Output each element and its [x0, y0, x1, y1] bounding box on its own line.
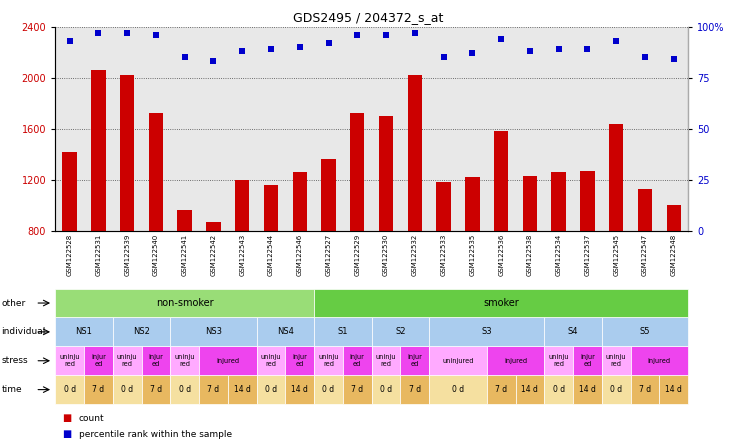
Bar — [235, 180, 250, 231]
Bar — [609, 124, 623, 231]
Text: 0 d: 0 d — [265, 385, 277, 394]
Bar — [436, 182, 450, 231]
Bar — [638, 189, 652, 231]
Text: 0 d: 0 d — [322, 385, 335, 394]
Bar — [551, 172, 566, 231]
Text: 7 d: 7 d — [351, 385, 364, 394]
Text: 14 d: 14 d — [522, 385, 538, 394]
Text: NS2: NS2 — [133, 327, 150, 337]
Bar — [408, 75, 422, 231]
Text: uninju
red: uninju red — [548, 354, 569, 367]
Bar — [667, 205, 681, 231]
Text: injur
ed: injur ed — [408, 354, 422, 367]
Text: uninju
red: uninju red — [606, 354, 626, 367]
Text: NS4: NS4 — [277, 327, 294, 337]
Text: injur
ed: injur ed — [350, 354, 365, 367]
Text: 14 d: 14 d — [579, 385, 596, 394]
Text: 0 d: 0 d — [452, 385, 464, 394]
Bar — [263, 185, 278, 231]
Text: 14 d: 14 d — [665, 385, 682, 394]
Text: ■: ■ — [63, 413, 72, 423]
Text: NS3: NS3 — [205, 327, 222, 337]
Text: uninju
red: uninju red — [60, 354, 79, 367]
Bar — [177, 210, 192, 231]
Text: other: other — [1, 298, 26, 308]
Text: injur
ed: injur ed — [580, 354, 595, 367]
Text: GDS2495 / 204372_s_at: GDS2495 / 204372_s_at — [293, 11, 443, 24]
Text: S5: S5 — [640, 327, 650, 337]
Text: percentile rank within the sample: percentile rank within the sample — [79, 429, 232, 439]
Text: 7 d: 7 d — [408, 385, 421, 394]
Bar — [91, 70, 105, 231]
Bar — [149, 114, 163, 231]
Text: uninju
red: uninju red — [117, 354, 138, 367]
Bar — [63, 152, 77, 231]
Text: S3: S3 — [481, 327, 492, 337]
Text: 0 d: 0 d — [380, 385, 392, 394]
Text: time: time — [1, 385, 22, 394]
Text: 7 d: 7 d — [208, 385, 219, 394]
Text: 0 d: 0 d — [179, 385, 191, 394]
Text: 7 d: 7 d — [150, 385, 162, 394]
Bar — [523, 176, 537, 231]
Text: 0 d: 0 d — [553, 385, 565, 394]
Bar — [206, 222, 221, 231]
Text: ■: ■ — [63, 429, 72, 439]
Text: stress: stress — [1, 356, 28, 365]
Bar — [350, 114, 364, 231]
Text: count: count — [79, 413, 105, 423]
Text: NS1: NS1 — [76, 327, 93, 337]
Bar — [379, 116, 393, 231]
Text: 14 d: 14 d — [234, 385, 251, 394]
Bar — [580, 171, 595, 231]
Text: uninju
red: uninju red — [318, 354, 339, 367]
Text: injured: injured — [504, 358, 527, 364]
Text: injured: injured — [648, 358, 671, 364]
Text: 7 d: 7 d — [495, 385, 507, 394]
Text: 14 d: 14 d — [291, 385, 308, 394]
Text: smoker: smoker — [484, 298, 519, 308]
Text: injur
ed: injur ed — [292, 354, 307, 367]
Text: injur
ed: injur ed — [149, 354, 163, 367]
Bar — [465, 177, 480, 231]
Bar — [322, 159, 336, 231]
Text: uninju
red: uninju red — [174, 354, 195, 367]
Text: individual: individual — [1, 327, 46, 337]
Bar — [120, 75, 134, 231]
Text: 7 d: 7 d — [639, 385, 651, 394]
Text: 0 d: 0 d — [610, 385, 623, 394]
Text: injured: injured — [216, 358, 239, 364]
Bar — [494, 131, 509, 231]
Text: 0 d: 0 d — [63, 385, 76, 394]
Text: 0 d: 0 d — [121, 385, 133, 394]
Text: non-smoker: non-smoker — [156, 298, 213, 308]
Text: uninjured: uninjured — [442, 358, 474, 364]
Bar — [292, 172, 307, 231]
Text: S4: S4 — [568, 327, 578, 337]
Text: uninju
red: uninju red — [376, 354, 396, 367]
Text: 7 d: 7 d — [92, 385, 105, 394]
Text: S2: S2 — [395, 327, 406, 337]
Text: injur
ed: injur ed — [91, 354, 106, 367]
Text: S1: S1 — [338, 327, 348, 337]
Text: uninju
red: uninju red — [261, 354, 281, 367]
